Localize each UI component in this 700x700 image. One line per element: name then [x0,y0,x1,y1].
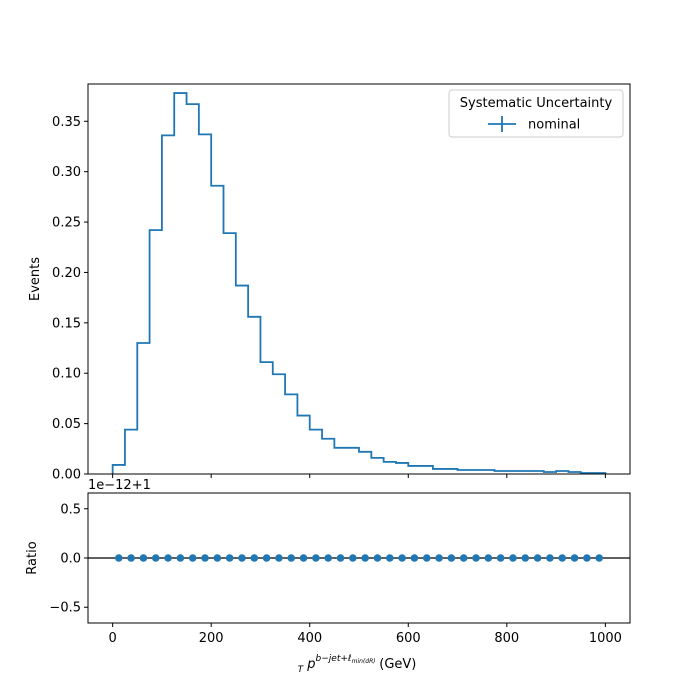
ratio-point [595,554,604,562]
legend-box [448,89,624,138]
ratio-point [521,554,530,562]
main-y-tick-label: 0.30 [52,165,81,180]
ratio-point [484,554,493,562]
ratio-point [213,554,222,562]
y-axis-label-main: Events [28,257,43,301]
ratio-point [312,554,320,562]
ratio-point [151,554,160,562]
main-plot-frame [87,83,631,475]
x-axis-label-superscript: b−jet+ℓ [316,654,352,664]
main-y-tick-label: 0.25 [52,216,81,231]
ratio-point [459,554,468,562]
x-axis-label-subscript: T [298,665,305,675]
ratio-x-tick-label: 800 [494,631,519,646]
ratio-panel: −0.5 0.0 0.5 0 200 400 600 800 1000 1e−12+1 Rat… [25,478,631,675]
ratio-point [570,554,579,562]
ratio-point [398,554,406,562]
main-y-tick-label: 0.20 [52,266,81,281]
main-y-ticks: 0.00 0.05 0.10 0.15 0.20 0.25 0.30 0.35 [52,115,88,483]
x-axis-label-unit: (GeV) [375,657,416,672]
x-axis-label-symbol: p [306,657,315,672]
main-y-tick-label: 0.00 [52,468,81,483]
ratio-point [275,554,283,562]
main-y-tick-label: 0.10 [52,367,81,382]
ratio-point [139,554,148,562]
ratio-point [287,554,296,562]
ratio-point [385,554,394,562]
ratio-point [533,554,542,562]
ratio-point [361,554,369,562]
main-y-tick-label: 0.15 [52,316,81,331]
ratio-y-tick-label: 0.5 [60,502,81,517]
main-panel: 0.000.050.100.150.200.250.300.35 Events … [28,83,631,483]
ratio-x-ticks: 0 200 400 600 800 1000 [108,623,622,646]
ratio-point [373,554,382,562]
ratio-point [336,554,345,562]
ratio-point [188,554,197,562]
ratio-y-ticks: −0.5 0.0 0.5 [49,502,88,616]
ratio-point [176,554,185,562]
x-axis-label: pb−jet+ℓmin(dR) T (GeV) [298,654,417,675]
ratio-point [496,554,505,562]
ratio-x-tick-label: 200 [199,631,224,646]
ratio-x-tick-label: 1000 [589,631,622,646]
ratio-point [546,554,554,562]
legend: Systematic Uncertainty nominal [448,89,624,138]
ratio-point [422,554,431,562]
ratio-point [583,554,591,562]
ratio-point [435,554,443,562]
histogram-line-nominal [111,92,607,474]
ratio-point [509,554,517,562]
ratio-point [238,554,246,562]
main-y-tick-label: 0.35 [52,115,81,130]
ratio-point [324,554,333,562]
ratio-point [262,554,271,562]
ratio-x-tick-label: 400 [297,631,322,646]
ratio-point [114,554,123,562]
x-axis-label-superscript-sub: min(dR) [352,658,376,665]
legend-title: Systematic Uncertainty [460,96,613,111]
ratio-point [164,554,172,562]
ratio-points [114,554,604,562]
ratio-x-tick-label: 0 [108,631,116,646]
ratio-point [127,554,135,562]
ratio-point [349,554,357,562]
ratio-point [250,554,259,562]
ratio-x-tick-label: 600 [396,631,421,646]
main-y-tick-label: 0.05 [52,417,81,432]
ratio-point [447,554,456,562]
ratio-point [558,554,567,562]
ratio-y-tick-label: −0.5 [49,601,81,616]
main-x-ticks [112,474,606,478]
ratio-point [410,554,419,562]
ratio-point [225,554,234,562]
ratio-point [472,554,480,562]
legend-entry-nominal: nominal [528,118,580,133]
ratio-offset-text: 1e−12+1 [88,478,151,493]
ratio-plot-frame [87,492,631,624]
y-axis-label-ratio: Ratio [25,541,40,574]
ratio-y-tick-label: 0.0 [60,552,81,567]
ratio-point [299,554,308,562]
ratio-point [201,554,209,562]
